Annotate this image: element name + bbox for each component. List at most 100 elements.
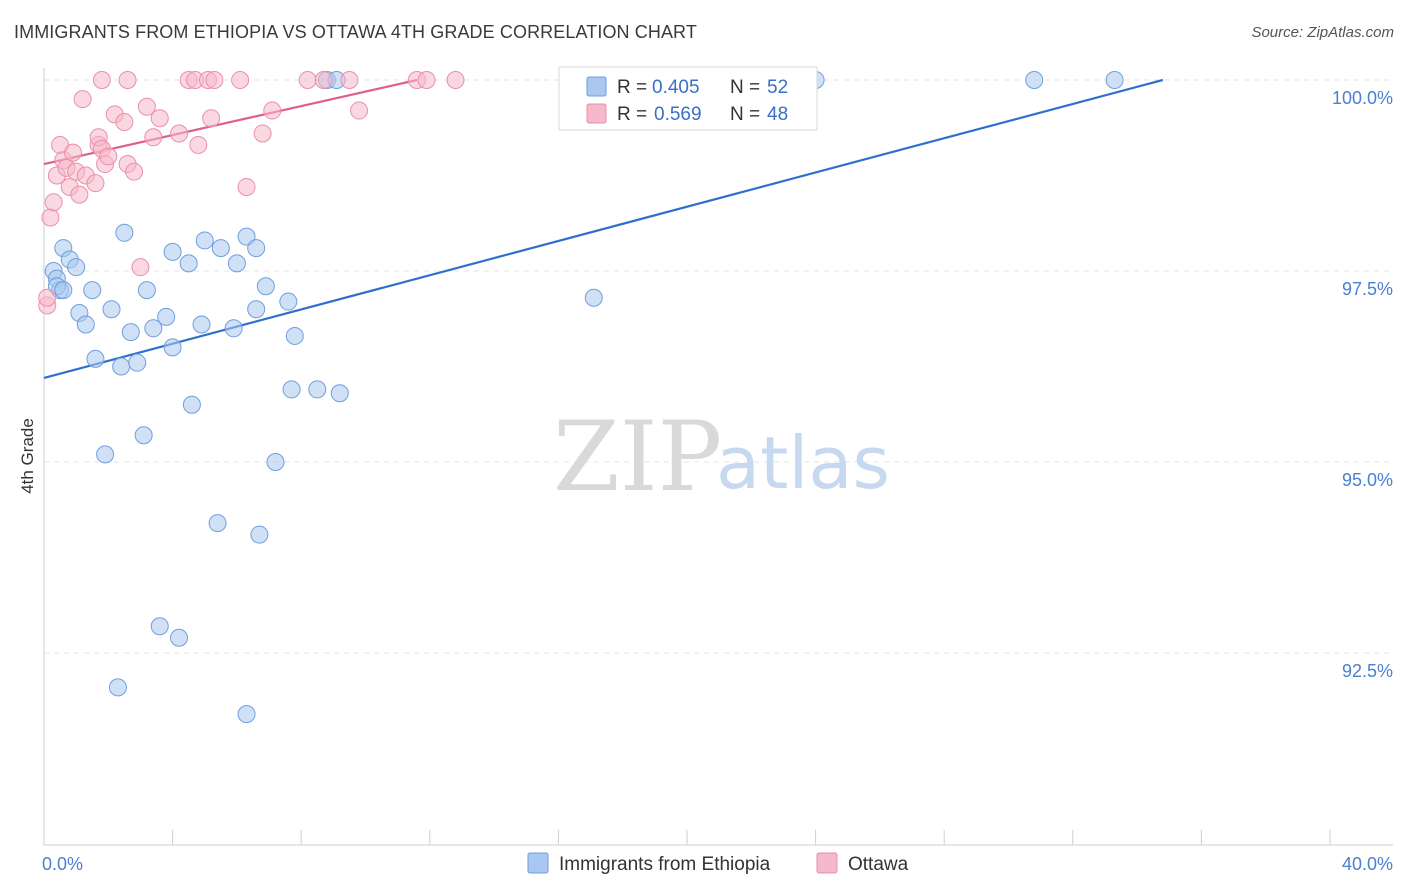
data-point-pink (115, 113, 134, 132)
stats-legend-n-label: N = (730, 77, 760, 98)
data-point-pink (170, 124, 189, 143)
data-point-blue (112, 357, 131, 376)
data-point-blue (1105, 71, 1124, 89)
data-point-blue (208, 514, 227, 533)
data-point-blue (170, 628, 189, 647)
data-point-blue (285, 326, 304, 345)
data-point-blue (144, 319, 163, 338)
data-point-blue (192, 315, 211, 334)
data-point-pink (41, 208, 60, 227)
data-point-pink (92, 71, 111, 89)
data-point-pink (205, 71, 224, 89)
data-point-pink (73, 90, 92, 109)
data-point-blue (279, 292, 298, 311)
data-point-blue (256, 277, 275, 296)
data-point-pink (38, 288, 57, 307)
watermark: ZIP atlas (553, 401, 890, 513)
data-point-blue (102, 300, 121, 319)
stats-legend-r-value: 0.405 (652, 77, 700, 98)
data-point-blue (157, 307, 176, 326)
data-point-blue (237, 705, 256, 724)
data-point-pink (70, 185, 89, 204)
watermark-atlas: atlas (716, 421, 890, 505)
grid-lines (44, 79, 1393, 654)
data-point-pink (150, 109, 169, 128)
y-tick-labels: 100.0% 97.5% 95.0% 92.5% (1332, 88, 1393, 681)
data-point-blue (86, 349, 105, 368)
data-point-pink (417, 71, 436, 89)
data-point-pink (144, 128, 163, 147)
data-point-blue (182, 395, 201, 414)
data-point-pink (263, 101, 282, 120)
y-axis-label: 4th Grade (18, 418, 37, 494)
data-point-pink (253, 124, 272, 143)
data-point-blue (308, 380, 327, 399)
x-tick-label: 0.0% (42, 854, 83, 874)
y-tick-label: 97.5% (1342, 279, 1393, 299)
stats-legend-r-label: R = (617, 104, 647, 125)
data-point-blue (266, 453, 285, 471)
data-point-blue (121, 323, 140, 342)
data-point-blue (195, 231, 214, 250)
data-point-blue (128, 353, 147, 372)
data-point-blue (96, 445, 115, 464)
stats-legend-n-value: 48 (767, 104, 788, 125)
data-point-pink (340, 71, 359, 89)
data-point-blue (1025, 71, 1044, 89)
data-point-blue (150, 617, 169, 636)
data-point-pink (202, 109, 221, 128)
data-point-pink (314, 71, 333, 89)
stats-legend-r-label: R = (617, 77, 647, 98)
data-point-blue (76, 315, 95, 334)
watermark-zip: ZIP (553, 401, 722, 513)
stats-legend-n-label: N = (730, 104, 760, 125)
data-point-blue (247, 239, 266, 258)
data-point-pink (118, 71, 137, 89)
data-point-blue (54, 281, 73, 300)
source-credit: Source: ZipAtlas.com (1251, 24, 1394, 41)
legend-label-ethiopia: Immigrants from Ethiopia (559, 854, 771, 875)
y-tick-label: 92.5% (1342, 661, 1393, 681)
data-points (38, 71, 1124, 724)
data-point-pink (189, 135, 208, 154)
data-point-blue (224, 319, 243, 338)
data-point-blue (67, 258, 86, 277)
data-point-pink (350, 101, 369, 120)
data-point-pink (446, 71, 465, 89)
data-point-blue (83, 281, 102, 300)
data-point-pink (63, 143, 82, 162)
data-point-blue (247, 300, 266, 319)
legend-label-ottawa: Ottawa (848, 854, 909, 875)
data-point-blue (137, 281, 156, 300)
legend-swatch-ottawa (816, 852, 838, 874)
data-point-blue (227, 254, 246, 273)
data-point-blue (179, 254, 198, 273)
data-point-pink (137, 97, 156, 116)
data-point-pink (131, 258, 150, 277)
x-ticks (43, 830, 1331, 845)
stats-legend-r-value: 0.569 (654, 104, 702, 125)
data-point-pink (86, 174, 105, 193)
axes (43, 68, 1393, 846)
y-tick-label: 100.0% (1332, 88, 1393, 108)
stats-legend-swatch-blue (586, 76, 607, 97)
data-point-blue (237, 227, 256, 246)
x-tick-labels: 0.0% 40.0% (42, 854, 1393, 874)
data-point-blue (282, 380, 301, 399)
data-point-pink (298, 71, 317, 89)
data-point-pink (44, 193, 63, 212)
data-point-pink (125, 162, 144, 181)
data-point-blue (134, 426, 153, 445)
data-point-blue (163, 338, 182, 357)
data-point-blue (584, 288, 603, 307)
x-tick-label: 40.0% (1342, 854, 1393, 874)
data-point-blue (330, 384, 349, 403)
legend-swatch-ethiopia (527, 852, 549, 874)
series-legend: Immigrants from Ethiopia Ottawa (527, 852, 909, 875)
data-point-pink (231, 71, 250, 89)
stats-legend-n-value: 52 (767, 77, 788, 98)
chart-title: IMMIGRANTS FROM ETHIOPIA VS OTTAWA 4TH G… (14, 22, 697, 42)
data-point-blue (108, 678, 127, 697)
data-point-blue (163, 242, 182, 261)
